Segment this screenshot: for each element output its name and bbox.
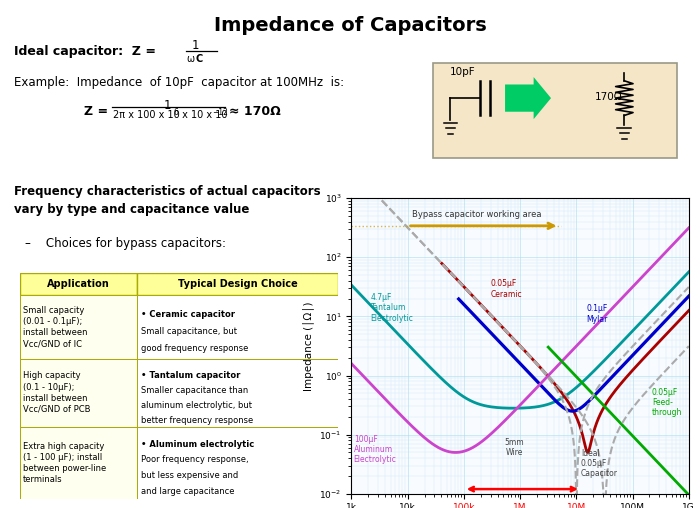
Text: Poor frequency response,: Poor frequency response,: [141, 456, 248, 464]
Text: Ideal
0.05μF
Capacitor: Ideal 0.05μF Capacitor: [581, 449, 618, 479]
Text: Impedance of Capacitors: Impedance of Capacitors: [214, 16, 486, 35]
Text: 5mm
Wire: 5mm Wire: [505, 438, 524, 458]
Text: • Ceramic capacitor: • Ceramic capacitor: [141, 310, 235, 319]
Text: 170Ω: 170Ω: [594, 92, 622, 102]
Text: aluminum electrolytic, but: aluminum electrolytic, but: [141, 401, 251, 410]
Text: Example:  Impedance  of 10pF  capacitor at 100MHz  is:: Example: Impedance of 10pF capacitor at …: [14, 76, 344, 89]
Text: 0.05μF
Ceramic: 0.05μF Ceramic: [491, 279, 522, 299]
Bar: [137, 273, 338, 295]
Text: ≈ 170Ω: ≈ 170Ω: [230, 106, 281, 118]
Text: 0.1μF
Mylar: 0.1μF Mylar: [586, 304, 608, 324]
Text: High capacity
(0.1 - 10μF);
install between
Vcc/GND of PCB: High capacity (0.1 - 10μF); install betw…: [23, 371, 90, 414]
Bar: [137, 359, 338, 427]
Text: • Tantalum capacitor: • Tantalum capacitor: [141, 371, 240, 380]
Text: Smaller capacitance than: Smaller capacitance than: [141, 386, 248, 395]
Text: 2π x 100 x 10: 2π x 100 x 10: [113, 110, 179, 120]
Text: but less expensive and: but less expensive and: [141, 471, 238, 481]
Text: Typical Design Choice: Typical Design Choice: [178, 279, 298, 289]
Text: 6: 6: [174, 108, 178, 117]
Text: good frequency response: good frequency response: [141, 344, 248, 354]
Text: Frequency characteristics of actual capacitors
vary by type and capacitance valu: Frequency characteristics of actual capa…: [14, 185, 321, 216]
Polygon shape: [505, 77, 551, 119]
Text: ω: ω: [187, 54, 198, 65]
Text: 10pF: 10pF: [450, 67, 475, 77]
Bar: [20, 273, 137, 295]
Text: 100μF
Aluminum
Electrolytic: 100μF Aluminum Electrolytic: [354, 435, 397, 464]
Text: Application: Application: [47, 279, 110, 289]
Bar: [20, 427, 137, 499]
Text: −12: −12: [212, 108, 228, 117]
Text: –    Choices for bypass capacitors:: – Choices for bypass capacitors:: [25, 237, 226, 250]
Bar: [20, 295, 137, 359]
Text: better frequency response: better frequency response: [141, 416, 253, 425]
Text: Bypass capacitor working area: Bypass capacitor working area: [412, 210, 542, 218]
Text: 0.05μF
Feed-
through: 0.05μF Feed- through: [652, 388, 682, 418]
Text: • Aluminum electrolytic: • Aluminum electrolytic: [141, 439, 254, 449]
Text: x 10 x 10: x 10 x 10: [178, 110, 228, 120]
Y-axis label: Impedance (│Ω│): Impedance (│Ω│): [302, 301, 314, 391]
Text: 1: 1: [164, 99, 172, 112]
Text: Extra high capacity
(1 - 100 μF); install
between power-line
terminals: Extra high capacity (1 - 100 μF); instal…: [23, 441, 106, 484]
Bar: [137, 427, 338, 499]
Text: and large capacitance: and large capacitance: [141, 487, 234, 496]
Text: 4.7μF
Tantalum
Electrolytic: 4.7μF Tantalum Electrolytic: [371, 293, 414, 323]
Bar: [137, 295, 338, 359]
Text: Small capacitance, but: Small capacitance, but: [141, 327, 237, 336]
Text: 1: 1: [192, 39, 199, 52]
Text: Small capacity
(0.01 - 0.1μF);
install between
Vcc/GND of IC: Small capacity (0.01 - 0.1μF); install b…: [23, 306, 88, 348]
Text: C: C: [195, 54, 203, 65]
Text: Z =: Z =: [84, 105, 112, 118]
Bar: [20, 359, 137, 427]
Text: Ideal capacitor:  Z =: Ideal capacitor: Z =: [14, 45, 160, 58]
